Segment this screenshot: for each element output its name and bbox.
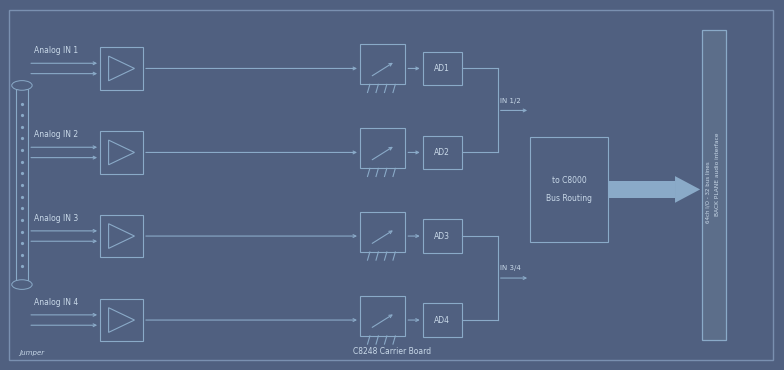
Text: IN 1/2: IN 1/2 — [500, 98, 521, 104]
Bar — [16, 89, 28, 281]
Circle shape — [12, 280, 32, 289]
Bar — [608, 181, 675, 198]
Bar — [423, 136, 462, 169]
Polygon shape — [675, 176, 700, 203]
Text: 64ch I/O - 32 bus lines: 64ch I/O - 32 bus lines — [706, 162, 711, 223]
Text: AD3: AD3 — [434, 232, 450, 240]
Bar — [423, 219, 462, 253]
Bar — [360, 128, 405, 168]
Bar — [702, 30, 726, 340]
Bar — [423, 303, 462, 337]
Bar — [100, 47, 143, 90]
Bar — [360, 296, 405, 336]
Bar — [530, 137, 608, 242]
Text: AD1: AD1 — [434, 64, 450, 73]
Bar — [360, 44, 405, 84]
Bar — [423, 52, 462, 85]
Bar — [100, 215, 143, 258]
Bar — [100, 299, 143, 341]
Text: Analog IN 4: Analog IN 4 — [34, 298, 78, 307]
Text: Analog IN 1: Analog IN 1 — [34, 46, 78, 55]
Text: Bus Routing: Bus Routing — [546, 194, 592, 203]
Text: to C8000: to C8000 — [552, 176, 586, 185]
Text: BACK PLANE audio interface: BACK PLANE audio interface — [715, 132, 720, 216]
Text: Jumper: Jumper — [20, 350, 45, 356]
Text: AD4: AD4 — [434, 316, 450, 324]
Bar — [360, 212, 405, 252]
Text: AD2: AD2 — [434, 148, 450, 157]
Text: C8248 Carrier Board: C8248 Carrier Board — [353, 347, 431, 356]
Text: Analog IN 3: Analog IN 3 — [34, 214, 78, 223]
Text: Analog IN 2: Analog IN 2 — [34, 130, 78, 139]
Bar — [100, 131, 143, 174]
Text: IN 3/4: IN 3/4 — [500, 265, 521, 272]
Circle shape — [12, 81, 32, 90]
